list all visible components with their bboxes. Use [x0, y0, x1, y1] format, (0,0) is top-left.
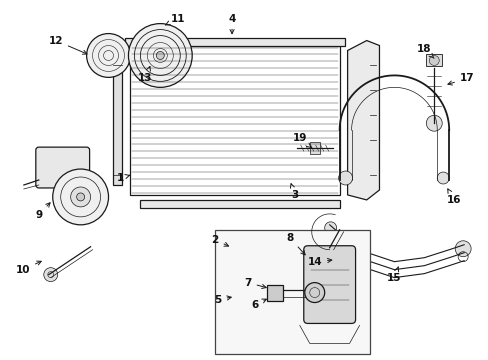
Bar — [140, 200, 339, 208]
Circle shape — [426, 115, 441, 131]
Bar — [426, 54, 441, 67]
Text: 2: 2 — [211, 235, 228, 246]
Text: 18: 18 — [416, 44, 433, 58]
Text: 14: 14 — [307, 257, 331, 267]
Bar — [112, 55, 122, 185]
Circle shape — [44, 268, 58, 282]
Bar — [125, 37, 344, 45]
Bar — [215, 230, 369, 354]
Text: 19: 19 — [292, 133, 311, 148]
Circle shape — [454, 241, 470, 257]
Circle shape — [304, 283, 324, 302]
Circle shape — [156, 51, 164, 59]
FancyBboxPatch shape — [303, 246, 355, 323]
Bar — [309, 142, 319, 154]
Circle shape — [77, 193, 84, 201]
Circle shape — [53, 169, 108, 225]
Text: 10: 10 — [16, 261, 41, 275]
Text: 16: 16 — [446, 189, 461, 205]
Circle shape — [128, 24, 192, 87]
Text: 8: 8 — [285, 233, 305, 255]
Text: 7: 7 — [244, 278, 265, 288]
Text: 1: 1 — [117, 173, 129, 183]
Circle shape — [86, 33, 130, 77]
Text: 3: 3 — [290, 184, 298, 200]
Circle shape — [436, 172, 448, 184]
Text: 11: 11 — [165, 14, 185, 25]
Text: 9: 9 — [35, 203, 50, 220]
Bar — [130, 45, 339, 195]
Circle shape — [338, 171, 352, 185]
Text: 5: 5 — [214, 294, 231, 305]
Text: 6: 6 — [251, 299, 266, 310]
Polygon shape — [347, 41, 379, 200]
Bar — [266, 285, 282, 301]
FancyBboxPatch shape — [36, 147, 89, 188]
Circle shape — [324, 222, 336, 234]
Circle shape — [428, 55, 438, 66]
Text: 12: 12 — [48, 36, 87, 54]
Text: 15: 15 — [386, 267, 401, 283]
Text: 4: 4 — [228, 14, 235, 34]
Circle shape — [71, 187, 90, 207]
Text: 13: 13 — [138, 67, 152, 84]
Text: 17: 17 — [447, 73, 473, 85]
